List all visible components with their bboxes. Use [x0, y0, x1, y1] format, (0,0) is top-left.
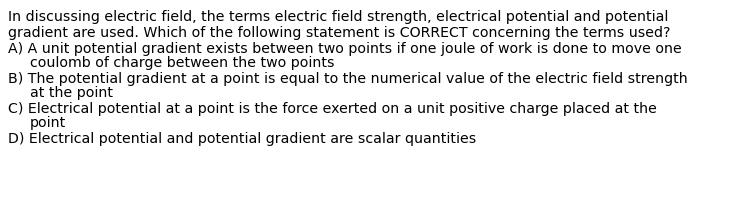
- Text: A) A unit potential gradient exists between two points if one joule of work is d: A) A unit potential gradient exists betw…: [8, 42, 682, 56]
- Text: In discussing electric field, the terms electric field strength, electrical pote: In discussing electric field, the terms …: [8, 10, 668, 24]
- Text: coulomb of charge between the two points: coulomb of charge between the two points: [30, 56, 334, 70]
- Text: at the point: at the point: [30, 86, 113, 100]
- Text: gradient are used. Which of the following statement is CORRECT concerning the te: gradient are used. Which of the followin…: [8, 26, 670, 40]
- Text: B) The potential gradient at a point is equal to the numerical value of the elec: B) The potential gradient at a point is …: [8, 72, 687, 86]
- Text: point: point: [30, 116, 67, 130]
- Text: C) Electrical potential at a point is the force exerted on a unit positive charg: C) Electrical potential at a point is th…: [8, 102, 657, 116]
- Text: D) Electrical potential and potential gradient are scalar quantities: D) Electrical potential and potential gr…: [8, 132, 477, 146]
